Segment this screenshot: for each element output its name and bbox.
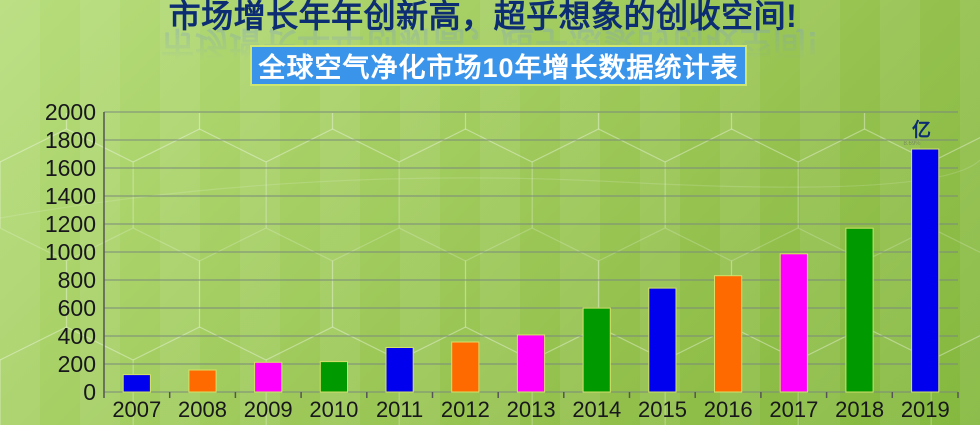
svg-text:2018: 2018 — [835, 397, 884, 422]
svg-text:2009: 2009 — [244, 397, 293, 422]
svg-text:200: 200 — [58, 351, 96, 377]
svg-text:2019: 2019 — [901, 397, 950, 422]
svg-text:2007: 2007 — [112, 397, 161, 422]
svg-text:400: 400 — [58, 323, 96, 349]
svg-text:2017: 2017 — [769, 397, 818, 422]
svg-text:1000: 1000 — [45, 239, 96, 265]
svg-text:2016: 2016 — [704, 397, 753, 422]
svg-text:1800: 1800 — [45, 127, 96, 153]
svg-text:2014: 2014 — [572, 397, 621, 422]
svg-text:600: 600 — [58, 295, 96, 321]
svg-text:亿: 亿 — [912, 118, 931, 141]
svg-text:2015: 2015 — [638, 397, 687, 422]
svg-text:1600: 1600 — [45, 155, 96, 181]
svg-text:2008: 2008 — [178, 397, 227, 422]
svg-text:2013: 2013 — [507, 397, 556, 422]
svg-text:2010: 2010 — [309, 397, 358, 422]
svg-text:1200: 1200 — [45, 211, 96, 237]
svg-text:1400: 1400 — [45, 183, 96, 209]
svg-text:2011: 2011 — [376, 397, 423, 422]
svg-text:2012: 2012 — [441, 397, 490, 422]
svg-text:8.69%: 8.69% — [903, 141, 921, 147]
svg-text:2000: 2000 — [45, 99, 96, 125]
svg-text:0: 0 — [83, 379, 96, 405]
svg-text:800: 800 — [58, 267, 96, 293]
